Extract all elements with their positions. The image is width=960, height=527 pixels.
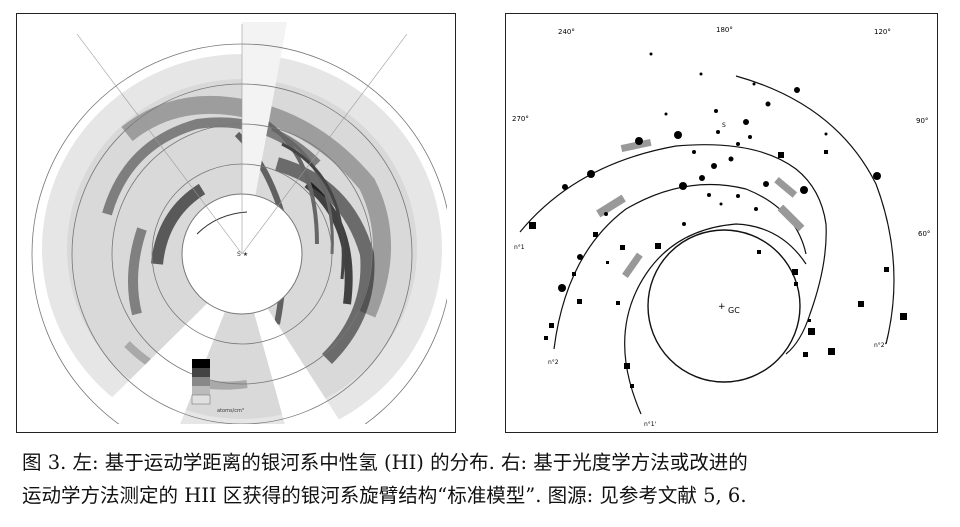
inner-galaxy-circle	[647, 229, 801, 383]
hi-distribution-map: atoms/cm³ S ★	[16, 13, 456, 433]
arm-label-2-prime: n°2'	[874, 342, 887, 349]
arm-label-1-prime: n°1'	[644, 421, 657, 428]
figure-caption: 图 3. 左: 基于运动学距离的银河系中性氢 (HI) 的分布. 右: 基于光度…	[22, 446, 952, 512]
long-label-90: 90°	[916, 117, 928, 125]
arm-2-prime	[735, 75, 895, 345]
hii-regions	[558, 52, 881, 292]
sun-label: S	[722, 122, 726, 129]
hi-scale-label: atoms/cm³	[217, 408, 244, 414]
arm-2	[553, 183, 807, 350]
caption-line-1: 图 3. 左: 基于运动学距离的银河系中性氢 (HI) 的分布. 右: 基于光度…	[22, 451, 748, 474]
arm-1	[519, 144, 827, 355]
spiral-arm-model-map: GC +	[505, 13, 938, 433]
long-label-60: 60°	[918, 230, 930, 238]
hi-center-label: S ★	[237, 251, 248, 258]
arm-label-1: n°1	[514, 244, 525, 251]
arm-label-2: n°2	[548, 359, 559, 366]
spiral-arm-graphic: GC +	[512, 26, 930, 428]
caption-line-2: 运动学方法测定的 HII 区获得的银河系旋臂结构“标准模型”. 图源: 见参考文…	[22, 484, 747, 507]
svg-text:+: +	[718, 302, 726, 312]
hi-map-graphic: atoms/cm³ S ★	[31, 22, 447, 424]
gc-label: GC	[728, 306, 740, 315]
long-label-270: 270°	[512, 115, 529, 123]
arm-1-prime	[624, 223, 807, 415]
long-label-180: 180°	[716, 26, 733, 34]
long-label-240: 240°	[558, 28, 575, 36]
hi-density-legend	[191, 359, 211, 405]
long-label-120: 120°	[874, 28, 891, 36]
